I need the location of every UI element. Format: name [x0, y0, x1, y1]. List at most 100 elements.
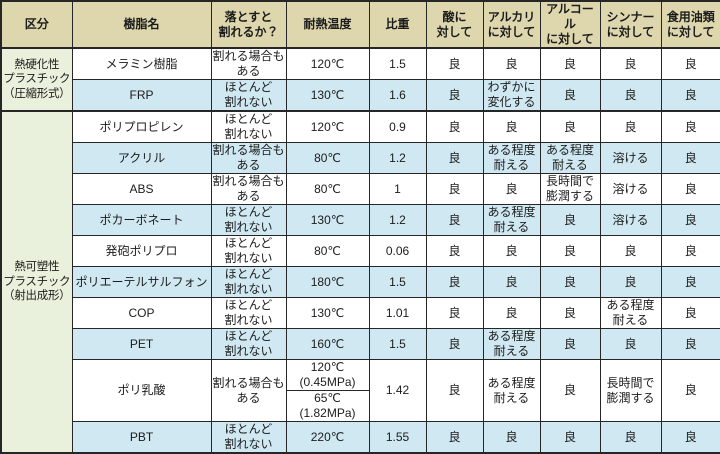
- cell-alcohol: 良: [539, 421, 601, 454]
- cell-drop-resistance: ほとんど 割れない: [210, 297, 287, 329]
- cell-alcohol: 良: [539, 47, 601, 80]
- cell-thinner: 良: [599, 235, 662, 267]
- cell-edible-oil: 良: [660, 266, 720, 298]
- cell-heat-temp: 220℃: [285, 421, 370, 454]
- cell-alkali: 良: [482, 421, 541, 454]
- cell-specific-gravity: 1.42: [368, 359, 427, 422]
- cell-heat-temp: 120℃: [285, 110, 370, 143]
- header-specific-gravity: 比重: [368, 0, 427, 49]
- header-alcohol: アルコール に対して: [539, 0, 601, 49]
- cell-thinner: 良: [599, 47, 662, 80]
- cell-specific-gravity: 1.5: [368, 328, 427, 360]
- cell-alcohol: ある程度 耐える: [539, 142, 601, 174]
- cell-heat-temp: 80℃: [285, 173, 370, 205]
- cell-edible-oil: 良: [660, 328, 720, 360]
- table-row-foamed-polypro: 発砲ポリプロ ほとんど 割れない 80℃ 0.06 良 良 良 良 良: [1, 235, 720, 267]
- cell-acid: 良: [425, 328, 484, 360]
- cell-resin-name: COP: [71, 297, 212, 329]
- cell-resin-name: アクリル: [71, 142, 212, 174]
- cell-specific-gravity: 0.06: [368, 235, 427, 267]
- header-thinner: シンナー に対して: [599, 0, 662, 49]
- cell-acid: 良: [425, 297, 484, 329]
- cell-thinner: 長時間で 膨潤する: [599, 359, 662, 422]
- cell-specific-gravity: 1.55: [368, 421, 427, 454]
- cell-edible-oil: 良: [660, 421, 720, 454]
- cell-edible-oil: 良: [660, 359, 720, 422]
- cell-edible-oil: 良: [660, 47, 720, 80]
- cell-alkali: 良: [482, 266, 541, 298]
- table-row-polypropylene: 熱可塑性 プラスチック （射出成形） ポリプロピレン ほとんど 割れない 120…: [0, 110, 720, 454]
- cell-edible-oil: 良: [660, 204, 720, 236]
- cell-drop-resistance: 割れる場合も ある: [210, 47, 287, 80]
- table-body: 熱硬化性 プラスチック （圧縮形式） メラミン樹脂 割れる場合も ある 120℃…: [0, 47, 720, 454]
- cell-acid: 良: [425, 173, 484, 205]
- cell-acid: 良: [425, 204, 484, 236]
- cell-thinner: 良: [599, 421, 662, 454]
- cell-alcohol: 良: [539, 204, 601, 236]
- cell-edible-oil: 良: [660, 173, 720, 205]
- table-row-polylactic-acid-sub: 65℃ (1.82MPa): [1, 390, 720, 422]
- cell-edible-oil: 良: [660, 235, 720, 267]
- table-row-pbt: PBT ほとんど 割れない 220℃ 1.55 良 良 良 良 良: [1, 421, 720, 454]
- cell-thinner: 良: [599, 328, 662, 360]
- cell-alcohol: 良: [539, 297, 601, 329]
- cell-resin-name: ABS: [71, 173, 212, 205]
- cell-thinner: 溶ける: [599, 204, 662, 236]
- cell-thinner: 良: [599, 266, 662, 298]
- header-resin-name: 樹脂名: [71, 0, 212, 49]
- header-edible-oil: 食用油類 に対して: [660, 0, 720, 49]
- cell-thinner: ある程度 耐える: [599, 297, 662, 329]
- cell-alkali: ある程度 耐える: [482, 142, 541, 174]
- cell-thinner: 良: [599, 110, 662, 143]
- cell-acid: 良: [425, 235, 484, 267]
- cell-resin-name: メラミン樹脂: [71, 47, 212, 80]
- header-row: 区分 樹脂名 落とすと 割れるか？ 耐熱温度 比重 酸に 対して アルカリ に対…: [0, 0, 720, 49]
- table-row-cop: COP ほとんど 割れない 130℃ 1.01 良 良 良 ある程度 耐える 良: [1, 297, 720, 329]
- cell-alcohol: 良: [539, 266, 601, 298]
- cell-alkali: わずかに 変化する: [482, 79, 541, 112]
- header-category: 区分: [0, 0, 73, 49]
- cell-drop-resistance: ほとんど 割れない: [210, 204, 287, 236]
- cell-alkali: ある程度 耐える: [482, 204, 541, 236]
- cell-resin-name: ポリプロピレン: [71, 110, 212, 143]
- cell-drop-resistance: 割れる場合も ある: [210, 173, 287, 205]
- cell-alkali: 良: [482, 47, 541, 80]
- cell-specific-gravity: 1.5: [368, 47, 427, 80]
- table-row-polylactic-acid: ポリ乳酸 割れる場合も ある 120℃ (0.45MPa) 1.42 良 ある程…: [1, 359, 720, 422]
- cell-acid: 良: [425, 142, 484, 174]
- cell-heat-temp: 80℃: [285, 235, 370, 267]
- cell-drop-resistance: ほとんど 割れない: [210, 421, 287, 454]
- header-acid: 酸に 対して: [425, 0, 484, 49]
- cell-heat-temp: 160℃: [285, 328, 370, 360]
- cell-resin-name: PET: [71, 328, 212, 360]
- cell-resin-name: PBT: [71, 421, 212, 454]
- cell-acid: 良: [425, 359, 484, 422]
- cell-specific-gravity: 1.2: [368, 142, 427, 174]
- cell-drop-resistance: 割れる場合も ある: [210, 359, 287, 422]
- cell-drop-resistance: ほとんど 割れない: [210, 235, 287, 267]
- cell-heat-temp: 120℃: [285, 47, 370, 80]
- cell-heat-temp-top: 120℃ (0.45MPa): [285, 359, 370, 391]
- cell-edible-oil: 良: [660, 110, 720, 143]
- cell-edible-oil: 良: [660, 79, 720, 112]
- table-row-polycarbonate: ポカーボネート ほとんど 割れない 130℃ 1.2 良 ある程度 耐える 良 …: [1, 204, 720, 236]
- category-thermoplastic: 熱可塑性 プラスチック （射出成形）: [0, 110, 73, 454]
- cell-resin-name: ポリエーテルサルフォン: [71, 266, 212, 298]
- table-row-pet: PET ほとんど 割れない 160℃ 1.5 良 ある程度 耐える 良 良 良: [1, 328, 720, 360]
- cell-heat-temp: 130℃: [285, 79, 370, 112]
- cell-specific-gravity: 1.01: [368, 297, 427, 329]
- cell-acid: 良: [425, 421, 484, 454]
- cell-specific-gravity: 1.2: [368, 204, 427, 236]
- cell-alcohol: 良: [539, 359, 601, 422]
- cell-heat-temp-bottom: 65℃ (1.82MPa): [285, 390, 370, 422]
- cell-heat-temp: 80℃: [285, 142, 370, 174]
- cell-drop-resistance: ほとんど 割れない: [210, 266, 287, 298]
- cell-heat-temp: 180℃: [285, 266, 370, 298]
- header-heat-temp: 耐熱温度: [285, 0, 370, 49]
- cell-drop-resistance: 割れる場合も ある: [210, 142, 287, 174]
- cell-acid: 良: [425, 47, 484, 80]
- cell-acid: 良: [425, 79, 484, 112]
- cell-edible-oil: 良: [660, 142, 720, 174]
- cell-specific-gravity: 1: [368, 173, 427, 205]
- cell-alkali: 良: [482, 297, 541, 329]
